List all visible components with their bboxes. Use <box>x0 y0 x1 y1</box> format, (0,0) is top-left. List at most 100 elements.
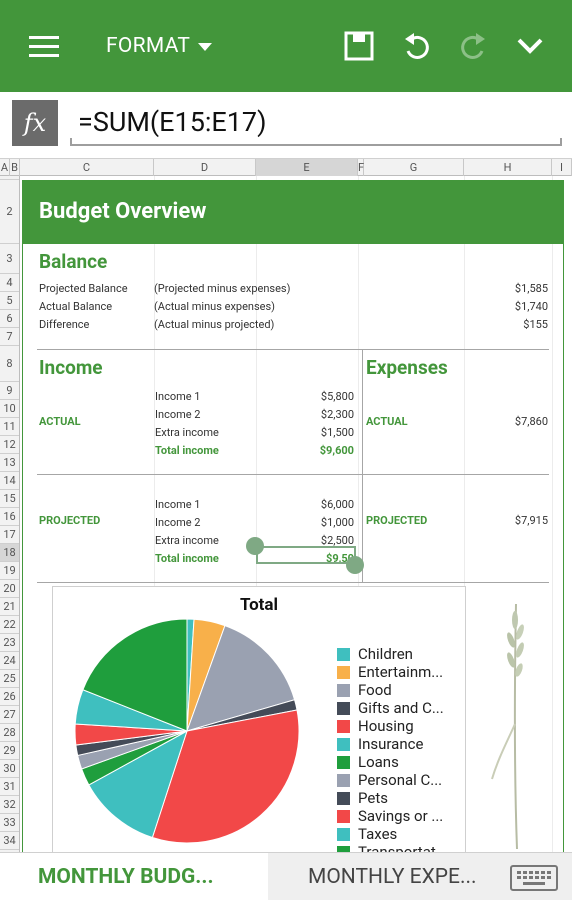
chevron-down-icon[interactable] <box>512 0 548 92</box>
legend-item: Entertainm... <box>337 663 443 681</box>
row-header-cell[interactable]: 34 <box>0 832 19 850</box>
row-header-cell[interactable]: 2 <box>0 180 19 244</box>
row-header-cell[interactable]: 5 <box>0 292 19 310</box>
cell-selection[interactable] <box>256 546 356 564</box>
row-header-cell[interactable]: 16 <box>0 508 19 526</box>
legend-swatch <box>337 755 350 769</box>
legend-item: Savings or ... <box>337 807 443 825</box>
save-icon[interactable] <box>342 0 376 92</box>
column-header-cell[interactable]: C <box>20 159 154 176</box>
balance-label: Difference <box>39 318 90 331</box>
column-header-cell[interactable]: B <box>10 159 20 176</box>
income-item-label: Income 2 <box>155 516 201 529</box>
row-header-cell[interactable] <box>0 176 19 180</box>
row-header-cell[interactable]: 26 <box>0 688 19 706</box>
legend-swatch <box>337 665 350 679</box>
income-item-label: Extra income <box>155 426 219 439</box>
row-header-cell[interactable]: 32 <box>0 796 19 814</box>
balance-value: $1,740 <box>514 300 548 313</box>
row-header-cell[interactable]: 24 <box>0 652 19 670</box>
format-menu-button[interactable]: FORMAT <box>106 0 213 92</box>
legend-label: Pets <box>358 789 388 807</box>
row-header-cell[interactable]: 27 <box>0 706 19 724</box>
pie-slice[interactable] <box>88 729 188 839</box>
tab-monthly-budget[interactable]: MONTHLY BUDG... <box>0 853 268 900</box>
row-header-cell[interactable]: 22 <box>0 616 19 634</box>
income-title: Income <box>39 356 103 379</box>
sheet-grid[interactable]: Budget Overview Balance Projected Balanc… <box>20 176 572 852</box>
legend-swatch <box>337 737 350 751</box>
row-header-cell[interactable]: 4 <box>0 274 19 292</box>
column-header-cell[interactable]: D <box>154 159 256 176</box>
legend-item: Food <box>337 681 392 699</box>
income-total-label: Total income <box>155 552 219 565</box>
column-header-cell[interactable]: G <box>364 159 464 176</box>
row-header-cell[interactable]: 19 <box>0 562 19 580</box>
sheet-tabs: MONTHLY BUDG... MONTHLY EXPE... <box>0 852 572 900</box>
legend-swatch <box>337 845 350 852</box>
selection-end-handle[interactable] <box>346 556 364 574</box>
row-header-cell[interactable]: 21 <box>0 598 19 616</box>
legend-swatch <box>337 791 350 805</box>
formula-input[interactable]: =SUM(E15:E17) <box>78 106 267 138</box>
hamburger-icon[interactable] <box>22 0 66 92</box>
legend-swatch <box>337 683 350 697</box>
legend-swatch <box>337 719 350 733</box>
column-header-cell[interactable]: A <box>0 159 10 176</box>
row-header-cell[interactable]: 11 <box>0 418 19 436</box>
row-header-cell[interactable]: 33 <box>0 814 19 832</box>
row-header-cell[interactable]: 25 <box>0 670 19 688</box>
row-header-cell[interactable]: 13 <box>0 454 19 472</box>
row-header-cell[interactable]: 9 <box>0 382 19 400</box>
grid-line <box>256 176 257 852</box>
income-item-value: $2,300 <box>320 408 354 421</box>
row-header-cell[interactable]: 8 <box>0 346 19 382</box>
legend-swatch <box>337 809 350 823</box>
row-header-cell[interactable]: 23 <box>0 634 19 652</box>
column-header-cell[interactable]: E <box>256 159 358 176</box>
row-header-cell[interactable]: 14 <box>0 472 19 490</box>
fx-button[interactable]: fx <box>12 100 58 146</box>
pie-slice[interactable] <box>151 709 300 844</box>
legend-item: Housing <box>337 717 414 735</box>
legend-label: Entertainm... <box>358 663 444 681</box>
row-header-cell[interactable]: 18 <box>0 544 19 562</box>
income-projected-label: PROJECTED <box>39 514 101 527</box>
row-header-cell[interactable]: 7 <box>0 328 19 346</box>
expenses-title: Expenses <box>366 356 448 379</box>
pie-slice[interactable] <box>186 624 296 732</box>
row-header-cell[interactable]: 31 <box>0 778 19 796</box>
column-header-cell[interactable]: I <box>552 159 572 176</box>
column-header-cell[interactable]: F <box>358 159 365 176</box>
legend-label: Savings or ... <box>358 807 444 825</box>
pie-chart[interactable]: Total Children Entertainm... Food Gifts and… <box>52 586 466 852</box>
divider <box>37 349 549 350</box>
legend-label: Food <box>358 681 392 699</box>
row-header-cell[interactable]: 10 <box>0 400 19 418</box>
balance-note: (Actual minus projected) <box>154 318 275 331</box>
row-header-cell[interactable]: 29 <box>0 742 19 760</box>
row-header-cell[interactable]: 20 <box>0 580 19 598</box>
grid-line <box>552 176 553 852</box>
row-header-cell[interactable]: 17 <box>0 526 19 544</box>
row-header-cell[interactable]: 28 <box>0 724 19 742</box>
row-header-cell[interactable]: 15 <box>0 490 19 508</box>
income-item-label: Income 1 <box>155 498 201 511</box>
redo-icon[interactable] <box>456 0 492 92</box>
column-header-cell[interactable]: H <box>464 159 552 176</box>
undo-icon[interactable] <box>398 0 434 92</box>
expenses-projected-value: $7,915 <box>514 514 548 527</box>
formula-underline <box>70 138 562 146</box>
balance-note: (Actual minus expenses) <box>154 300 276 313</box>
row-header-cell[interactable]: 3 <box>0 244 19 274</box>
balance-label: Actual Balance <box>39 300 113 313</box>
pie-slice[interactable] <box>82 619 188 732</box>
row-header-cell[interactable]: 12 <box>0 436 19 454</box>
row-header-cell[interactable]: 6 <box>0 310 19 328</box>
keyboard-icon[interactable] <box>510 865 558 891</box>
balance-title: Balance <box>39 250 108 273</box>
row-header-cell[interactable]: 30 <box>0 760 19 778</box>
selection-start-handle[interactable] <box>246 537 264 555</box>
income-total-label: Total income <box>155 444 219 457</box>
legend-label: Loans <box>358 753 399 771</box>
